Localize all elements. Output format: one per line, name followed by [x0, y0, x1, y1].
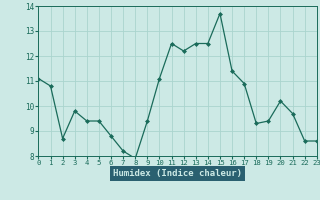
X-axis label: Humidex (Indice chaleur): Humidex (Indice chaleur)	[113, 169, 242, 178]
